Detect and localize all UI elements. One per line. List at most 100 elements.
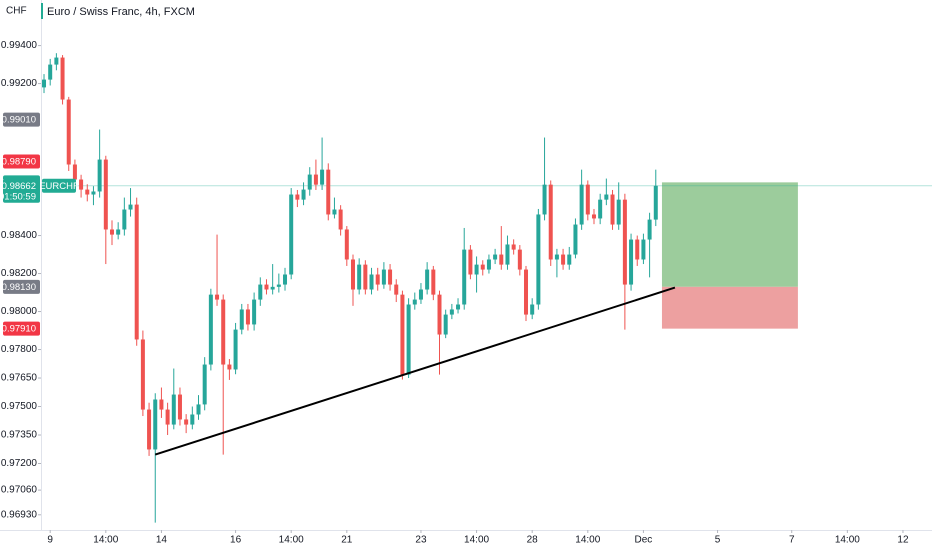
candle-body — [252, 299, 257, 325]
candle-body — [289, 194, 294, 275]
candle-body — [536, 214, 541, 305]
candle-body — [629, 239, 634, 285]
symbol-label: EURCHF — [39, 181, 79, 192]
candle-body — [245, 309, 250, 325]
x-tick-label: 5 — [715, 535, 721, 546]
candle-body — [276, 284, 281, 287]
candle-body — [616, 199, 621, 225]
candle-body — [653, 185, 658, 220]
candle-body — [264, 284, 269, 290]
candle-body — [97, 159, 102, 192]
candle-body — [338, 209, 343, 230]
candle-body — [184, 419, 189, 425]
trend-line — [154, 286, 676, 456]
candle-body — [295, 194, 300, 200]
y-tick-label: 0.98400 — [1, 230, 38, 241]
y-tick-label: 0.99200 — [1, 78, 38, 89]
price-tag — [3, 112, 40, 127]
candle-body — [177, 394, 182, 420]
candle-body — [480, 264, 485, 270]
candle-body — [647, 219, 652, 240]
candle-body — [585, 184, 590, 215]
candle-body — [128, 204, 133, 210]
candle-body — [622, 199, 627, 285]
price-tag-label: 0.99010 — [2, 115, 36, 126]
candle-body — [443, 314, 448, 335]
candle-body — [221, 299, 226, 365]
candle-body — [171, 394, 176, 425]
entry-tag-label: 0.98130 — [2, 282, 36, 293]
candle-body — [153, 399, 158, 450]
candle-body — [66, 99, 71, 165]
x-tick-label: 16 — [230, 535, 242, 546]
y-tick-label: 0.99400 — [1, 40, 38, 51]
plot-area — [40, 53, 932, 523]
price-tag — [3, 154, 40, 169]
candle-body — [91, 191, 96, 195]
candle-body — [239, 309, 244, 330]
candle-body — [134, 204, 139, 340]
y-tick-label: 0.96930 — [1, 509, 38, 520]
candle-body — [554, 254, 559, 260]
candle-body — [604, 194, 609, 200]
candle-body — [79, 179, 84, 190]
candle-body — [610, 194, 615, 225]
x-tick-label: 14:00 — [464, 535, 489, 546]
title-marker — [41, 3, 43, 19]
candle-body — [147, 409, 152, 450]
candle-body — [431, 269, 436, 295]
candle-body — [412, 299, 417, 305]
candle-body — [400, 294, 405, 375]
candle-body — [505, 244, 510, 265]
candle-body — [72, 164, 77, 180]
candle-body — [493, 254, 498, 260]
entry-tag — [3, 279, 40, 294]
candle-body — [48, 64, 53, 80]
candle-body — [567, 254, 572, 265]
candle-body — [202, 364, 207, 405]
y-tick-label: 0.97500 — [1, 401, 38, 412]
x-tick-label: 23 — [415, 535, 427, 546]
x-tick-label: 21 — [341, 535, 353, 546]
candle-body — [258, 284, 263, 300]
candle-body — [462, 249, 467, 305]
candle-body — [233, 329, 238, 370]
candle-body — [42, 79, 47, 88]
countdown: 01:50:59 — [0, 191, 36, 202]
candle-body — [344, 229, 349, 260]
y-tick-label: 0.97800 — [1, 344, 38, 355]
axes: 0.99400 0.99200 0.98400 0.98200 0.98000 0.978… — [0, 40, 909, 545]
last-price-tag — [3, 178, 40, 203]
y-tick-label: 0.97060 — [1, 485, 38, 496]
candle-body — [388, 269, 393, 285]
candle-body — [418, 289, 423, 300]
stop-tag — [3, 321, 40, 336]
profit-zone — [661, 182, 798, 287]
candle-body — [511, 244, 516, 250]
candle-body — [486, 259, 491, 270]
chart-title[interactable]: Euro / Swiss Franc, 4h, FXCM — [47, 6, 195, 18]
candle-body — [524, 269, 529, 315]
price-tag-label: 0.98790 — [2, 156, 36, 167]
candle-body — [85, 189, 90, 195]
candle-body — [165, 409, 170, 425]
candle-body — [517, 249, 522, 270]
x-tick-label: 14:00 — [279, 535, 304, 546]
candle-body — [307, 174, 312, 190]
candle-body — [542, 184, 547, 215]
x-tick-label: Dec — [635, 535, 653, 546]
candle-body — [591, 214, 596, 219]
candle-body — [474, 264, 479, 275]
candle-body — [54, 57, 59, 65]
candle-body — [122, 209, 127, 230]
candle-body — [103, 159, 108, 230]
candle-body — [641, 239, 646, 260]
y-tick-label: 0.97350 — [1, 430, 38, 441]
x-tick-label: 9 — [47, 535, 53, 546]
candle-body — [375, 274, 380, 285]
candle-body — [573, 224, 578, 255]
candle-body — [499, 254, 504, 265]
candle-body — [301, 189, 306, 200]
